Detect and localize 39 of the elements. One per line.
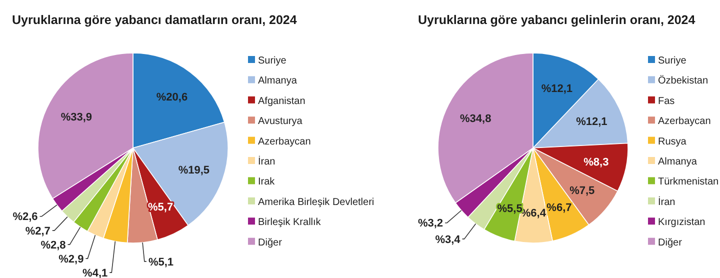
data-label: %8,3 <box>584 156 609 168</box>
data-label: %2,6 <box>12 211 38 224</box>
legend-label: Avusturya <box>258 116 303 128</box>
data-label: %2,9 <box>58 253 84 266</box>
legend-label: Rusya <box>658 136 687 148</box>
legend-label: Suriye <box>658 56 687 66</box>
legend-label: Türkmenistan <box>658 176 719 188</box>
legend-label: Azerbaycan <box>258 136 311 148</box>
data-label: %12,1 <box>541 82 573 95</box>
data-label: %7,5 <box>570 184 595 197</box>
data-label: %33,9 <box>60 112 92 124</box>
data-label: %6,7 <box>546 202 572 214</box>
legend-label: Afganistan <box>258 96 306 107</box>
data-label: %5,1 <box>148 256 174 268</box>
data-label: %2,7 <box>25 225 50 238</box>
data-label: %4,1 <box>82 267 108 278</box>
legend-label: Almanya <box>258 76 298 87</box>
legend-label: Birleşik Krallık <box>258 217 322 228</box>
legend-label: Fas <box>658 96 675 107</box>
legend-label: İran <box>258 156 276 168</box>
legend-label: Diğer <box>258 237 283 248</box>
chart-title: Uyruklarına göre yabancı damatların oranı, 2024 <box>12 13 297 27</box>
legend-label: Amerika Birleşik Devletleri <box>258 196 374 208</box>
chart-title: Uyruklarına göre yabancı gelinlerin oranı, 2024 <box>418 13 696 27</box>
legend-label: Almanya <box>658 156 698 168</box>
data-label: %2,8 <box>40 239 66 252</box>
legend-label: Irak <box>258 176 276 188</box>
data-label: %19,5 <box>178 164 210 176</box>
data-label: %3,4 <box>435 234 462 246</box>
legend-label: Azerbaycan <box>658 116 711 128</box>
data-label: %20,6 <box>156 91 188 104</box>
data-label: %3,2 <box>418 218 444 230</box>
legend-label: Diğer <box>658 237 683 248</box>
legend-label: Kırgızistan <box>658 217 706 228</box>
legend-label: Özbekistan <box>658 74 708 87</box>
data-label: %34,8 <box>460 113 492 126</box>
legend-label: İran <box>658 196 676 208</box>
data-label: %12,1 <box>576 116 608 128</box>
legend-label: Suriye <box>258 56 287 66</box>
